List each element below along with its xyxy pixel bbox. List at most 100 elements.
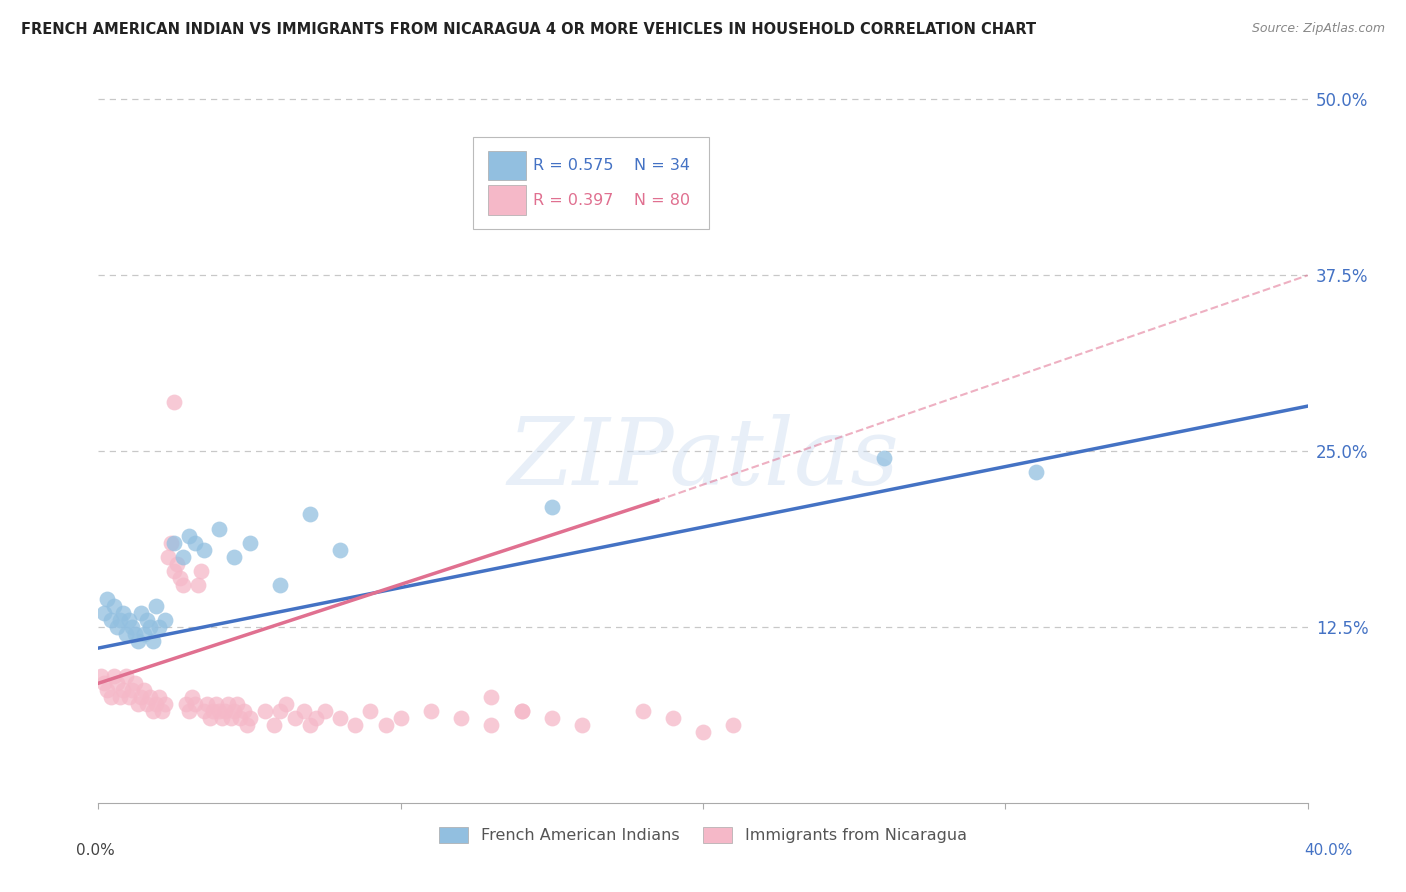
Point	[450, 711, 472, 725]
Point	[169, 571, 191, 585]
Text: Source: ZipAtlas.com: Source: ZipAtlas.com	[1251, 22, 1385, 36]
Point	[93, 606, 115, 620]
Point	[420, 705, 443, 719]
Point	[616, 156, 638, 170]
Point	[374, 718, 396, 732]
Point	[153, 613, 176, 627]
Point	[100, 690, 122, 705]
Point	[114, 669, 136, 683]
Point	[1024, 465, 1046, 479]
Point	[692, 725, 714, 739]
Point	[111, 606, 134, 620]
Text: R = 0.575    N = 34: R = 0.575 N = 34	[533, 158, 689, 173]
Point	[108, 690, 131, 705]
Point	[90, 669, 112, 683]
Point	[172, 578, 194, 592]
Point	[129, 690, 152, 705]
Point	[114, 627, 136, 641]
Point	[179, 705, 201, 719]
Point	[314, 705, 336, 719]
Point	[139, 620, 162, 634]
Point	[103, 599, 125, 613]
Point	[481, 718, 503, 732]
Point	[184, 535, 207, 549]
Point	[118, 613, 141, 627]
Point	[187, 578, 209, 592]
Point	[142, 705, 165, 719]
Point	[163, 535, 186, 549]
Point	[100, 613, 122, 627]
Point	[202, 705, 225, 719]
Point	[96, 591, 118, 606]
Point	[145, 599, 167, 613]
Point	[156, 549, 179, 564]
Point	[153, 698, 176, 712]
Point	[108, 613, 131, 627]
Point	[329, 542, 352, 557]
Point	[540, 711, 562, 725]
Point	[166, 557, 188, 571]
Point	[193, 705, 215, 719]
Point	[93, 676, 115, 690]
FancyBboxPatch shape	[488, 186, 526, 215]
Point	[224, 549, 246, 564]
Text: 40.0%: 40.0%	[1305, 843, 1353, 858]
Text: ZIPatlas: ZIPatlas	[508, 414, 898, 504]
Point	[172, 549, 194, 564]
Text: FRENCH AMERICAN INDIAN VS IMMIGRANTS FROM NICARAGUA 4 OR MORE VEHICLES IN HOUSEH: FRENCH AMERICAN INDIAN VS IMMIGRANTS FRO…	[21, 22, 1036, 37]
Point	[661, 711, 683, 725]
Point	[174, 698, 197, 712]
Point	[344, 718, 367, 732]
Point	[221, 711, 243, 725]
FancyBboxPatch shape	[488, 151, 526, 180]
Point	[211, 711, 233, 725]
Point	[127, 698, 149, 712]
Point	[105, 620, 128, 634]
Point	[193, 542, 215, 557]
Point	[135, 698, 157, 712]
Point	[103, 669, 125, 683]
Point	[132, 683, 155, 698]
FancyBboxPatch shape	[474, 137, 709, 228]
Point	[481, 690, 503, 705]
Point	[200, 711, 222, 725]
Point	[253, 705, 276, 719]
Point	[510, 705, 533, 719]
Point	[217, 698, 239, 712]
Point	[305, 711, 328, 725]
Point	[121, 620, 143, 634]
Point	[208, 521, 231, 535]
Point	[232, 705, 254, 719]
Point	[631, 705, 654, 719]
Point	[184, 698, 207, 712]
Point	[723, 718, 745, 732]
Point	[179, 528, 201, 542]
Legend: French American Indians, Immigrants from Nicaragua: French American Indians, Immigrants from…	[433, 821, 973, 850]
Point	[190, 564, 212, 578]
Point	[139, 690, 162, 705]
Point	[195, 698, 218, 712]
Point	[510, 705, 533, 719]
Point	[269, 705, 291, 719]
Point	[127, 634, 149, 648]
Point	[121, 683, 143, 698]
Point	[235, 718, 257, 732]
Point	[226, 698, 249, 712]
Point	[163, 395, 186, 409]
Point	[389, 711, 412, 725]
Point	[135, 613, 157, 627]
Point	[142, 634, 165, 648]
Point	[163, 564, 186, 578]
Point	[224, 705, 246, 719]
Point	[229, 711, 252, 725]
Point	[105, 676, 128, 690]
Text: 0.0%: 0.0%	[76, 843, 115, 858]
Point	[181, 690, 204, 705]
Point	[292, 705, 315, 719]
Point	[269, 578, 291, 592]
Point	[148, 620, 170, 634]
Point	[129, 606, 152, 620]
Point	[118, 690, 141, 705]
Point	[299, 718, 322, 732]
Point	[150, 705, 173, 719]
